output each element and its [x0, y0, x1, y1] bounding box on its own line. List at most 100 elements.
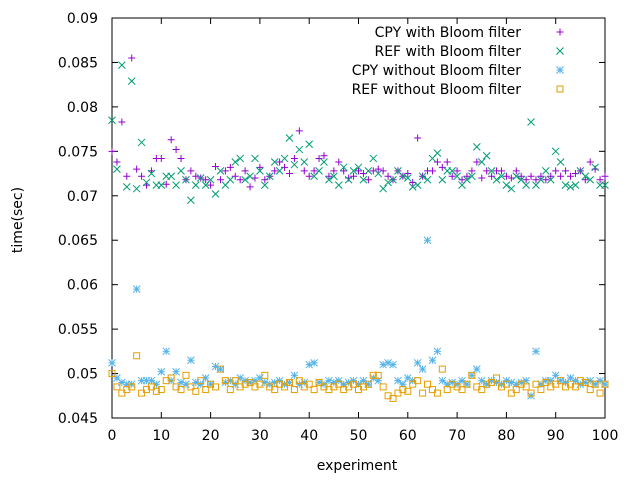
marker-star	[187, 356, 195, 365]
marker-cross	[251, 154, 259, 163]
marker-square	[177, 386, 185, 394]
data-point	[522, 181, 530, 189]
marker-star	[270, 378, 279, 387]
marker-plus	[138, 172, 146, 180]
marker-star	[507, 378, 516, 387]
marker-plus	[241, 167, 249, 175]
data-point	[285, 170, 293, 178]
marker-cross	[280, 154, 289, 163]
marker-cross	[147, 169, 156, 178]
marker-cross	[379, 184, 388, 193]
marker-cross	[482, 151, 491, 160]
data-point	[231, 158, 240, 166]
data-point	[354, 380, 363, 389]
data-point	[463, 175, 471, 184]
marker-star	[206, 380, 215, 389]
data-point	[226, 163, 234, 171]
marker-star	[532, 347, 540, 356]
data-point	[546, 175, 555, 184]
data-point	[138, 389, 146, 397]
marker-star	[364, 380, 373, 389]
marker-star	[334, 376, 343, 385]
data-point	[522, 376, 530, 385]
marker-square	[113, 383, 121, 391]
data-point	[246, 183, 254, 191]
y-axis-label: time(sec)	[10, 187, 26, 253]
marker-cross	[206, 175, 215, 184]
marker-square	[192, 387, 200, 395]
data-point	[581, 176, 589, 184]
data-point	[177, 378, 185, 387]
data-point	[211, 190, 220, 198]
data-point	[453, 167, 461, 175]
marker-square	[512, 386, 520, 394]
data-point	[172, 146, 180, 154]
marker-star	[576, 380, 585, 389]
marker-square	[571, 383, 579, 391]
data-point	[290, 154, 298, 162]
marker-plus	[251, 174, 259, 182]
marker-cross	[399, 172, 407, 181]
data-point	[389, 175, 397, 184]
data-point	[147, 376, 156, 385]
data-point	[492, 175, 501, 184]
data-point	[162, 180, 170, 188]
data-point	[216, 365, 225, 373]
data-point	[285, 134, 294, 142]
data-point	[458, 386, 466, 394]
data-point	[472, 365, 481, 373]
marker-square	[379, 383, 387, 391]
marker-plus	[488, 172, 496, 180]
data-point	[261, 371, 269, 379]
data-point	[374, 371, 382, 379]
marker-square	[182, 371, 190, 379]
data-point	[384, 172, 392, 180]
marker-plus	[542, 176, 550, 184]
data-point	[586, 376, 595, 385]
marker-plus	[428, 167, 436, 175]
marker-square	[118, 389, 126, 397]
data-point	[586, 175, 595, 184]
data-point	[221, 377, 229, 385]
marker-square	[226, 386, 234, 394]
data-point	[502, 181, 511, 189]
data-point	[315, 378, 323, 387]
marker-star	[374, 376, 383, 385]
marker-square	[522, 383, 530, 391]
marker-cross	[285, 134, 294, 142]
marker-plus	[177, 154, 185, 162]
marker-cross	[472, 143, 481, 151]
marker-cross	[275, 167, 284, 175]
marker-square	[556, 85, 564, 93]
marker-plus	[187, 167, 195, 175]
data-point	[325, 376, 333, 385]
marker-star	[541, 376, 550, 385]
marker-star	[256, 374, 264, 382]
marker-plus	[601, 172, 609, 180]
marker-square	[507, 389, 515, 397]
marker-square	[404, 387, 412, 395]
marker-square	[285, 378, 293, 386]
data-point	[127, 77, 136, 85]
data-point	[443, 386, 451, 394]
data-point	[118, 378, 126, 387]
data-point	[275, 376, 284, 385]
data-point	[428, 386, 436, 394]
data-point	[300, 167, 308, 175]
marker-cross	[522, 181, 530, 189]
data-point	[557, 172, 565, 180]
marker-star	[315, 378, 323, 387]
data-point	[118, 61, 126, 69]
data-point	[246, 172, 254, 181]
data-point	[413, 359, 422, 367]
data-point	[433, 158, 441, 166]
data-point	[192, 172, 200, 180]
data-point	[512, 380, 521, 389]
data-point	[310, 386, 318, 394]
marker-star	[512, 380, 521, 389]
marker-square	[212, 383, 220, 391]
data-point	[241, 167, 249, 175]
data-point	[389, 394, 397, 402]
data-point	[478, 174, 486, 182]
marker-cross	[359, 175, 368, 184]
